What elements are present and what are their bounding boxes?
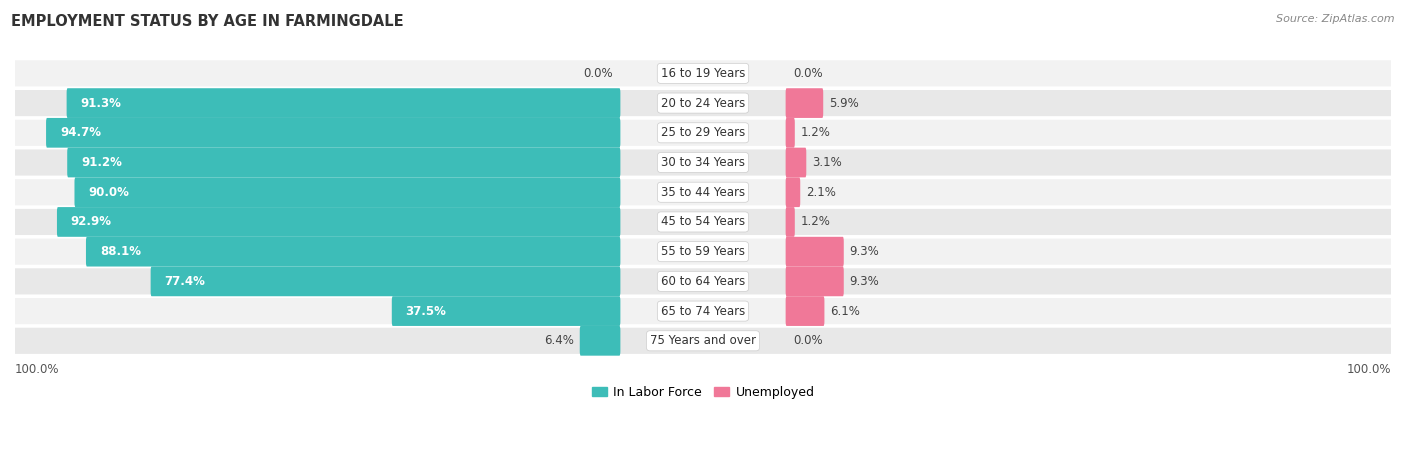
FancyBboxPatch shape [15,179,1391,205]
Text: 1.2%: 1.2% [800,126,830,139]
Text: 20 to 24 Years: 20 to 24 Years [661,97,745,110]
Text: 60 to 64 Years: 60 to 64 Years [661,275,745,288]
Text: 5.9%: 5.9% [828,97,859,110]
Text: EMPLOYMENT STATUS BY AGE IN FARMINGDALE: EMPLOYMENT STATUS BY AGE IN FARMINGDALE [11,14,404,28]
FancyBboxPatch shape [15,239,1391,265]
Text: 37.5%: 37.5% [405,304,447,318]
FancyBboxPatch shape [786,237,844,267]
Text: 0.0%: 0.0% [793,67,823,80]
FancyBboxPatch shape [786,147,806,177]
FancyBboxPatch shape [579,326,620,356]
Text: 6.1%: 6.1% [830,304,859,318]
FancyBboxPatch shape [67,147,620,177]
FancyBboxPatch shape [58,207,620,237]
Text: 9.3%: 9.3% [849,275,879,288]
FancyBboxPatch shape [86,237,620,267]
FancyBboxPatch shape [15,149,1391,175]
FancyBboxPatch shape [66,88,620,118]
Text: 2.1%: 2.1% [806,186,835,199]
FancyBboxPatch shape [786,296,824,326]
Text: 25 to 29 Years: 25 to 29 Years [661,126,745,139]
Text: 30 to 34 Years: 30 to 34 Years [661,156,745,169]
Text: 45 to 54 Years: 45 to 54 Years [661,216,745,229]
FancyBboxPatch shape [15,328,1391,354]
FancyBboxPatch shape [15,120,1391,146]
FancyBboxPatch shape [786,118,794,147]
Text: 77.4%: 77.4% [165,275,205,288]
FancyBboxPatch shape [786,267,844,296]
Text: 0.0%: 0.0% [793,334,823,347]
Text: 88.1%: 88.1% [100,245,141,258]
FancyBboxPatch shape [15,60,1391,87]
FancyBboxPatch shape [15,209,1391,235]
Text: Source: ZipAtlas.com: Source: ZipAtlas.com [1277,14,1395,23]
Text: 94.7%: 94.7% [60,126,101,139]
FancyBboxPatch shape [786,177,800,207]
Text: 92.9%: 92.9% [70,216,111,229]
Text: 55 to 59 Years: 55 to 59 Years [661,245,745,258]
FancyBboxPatch shape [75,177,620,207]
Text: 3.1%: 3.1% [811,156,842,169]
FancyBboxPatch shape [150,267,620,296]
Text: 91.3%: 91.3% [80,97,121,110]
Text: 90.0%: 90.0% [89,186,129,199]
FancyBboxPatch shape [786,88,824,118]
Text: 65 to 74 Years: 65 to 74 Years [661,304,745,318]
Text: 75 Years and over: 75 Years and over [650,334,756,347]
Text: 1.2%: 1.2% [800,216,830,229]
Text: 35 to 44 Years: 35 to 44 Years [661,186,745,199]
FancyBboxPatch shape [786,207,794,237]
Text: 6.4%: 6.4% [544,334,574,347]
FancyBboxPatch shape [392,296,620,326]
FancyBboxPatch shape [15,268,1391,295]
FancyBboxPatch shape [46,118,620,147]
Text: 100.0%: 100.0% [1347,363,1391,376]
Legend: In Labor Force, Unemployed: In Labor Force, Unemployed [586,381,820,404]
Text: 16 to 19 Years: 16 to 19 Years [661,67,745,80]
Text: 100.0%: 100.0% [15,363,59,376]
FancyBboxPatch shape [15,90,1391,116]
Text: 0.0%: 0.0% [583,67,613,80]
FancyBboxPatch shape [15,298,1391,324]
Text: 91.2%: 91.2% [82,156,122,169]
Text: 9.3%: 9.3% [849,245,879,258]
